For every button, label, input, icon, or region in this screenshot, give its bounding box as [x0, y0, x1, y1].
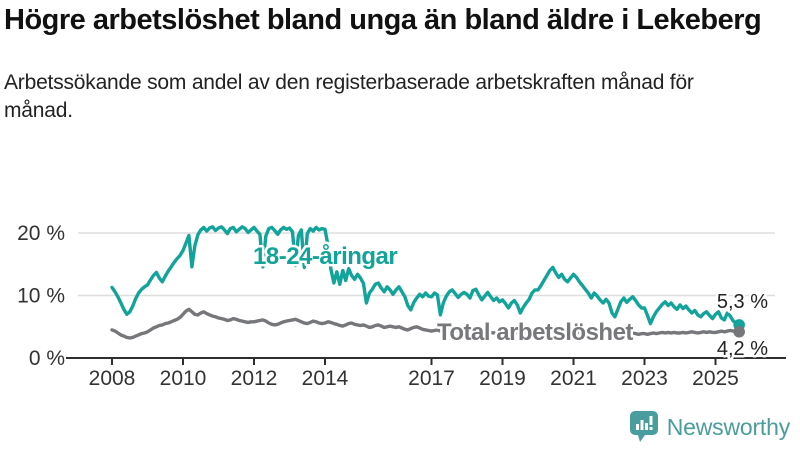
svg-text:4,2 %: 4,2 %: [717, 338, 768, 360]
svg-text:2021: 2021: [550, 367, 597, 390]
chart-subtitle: Arbetssökande som andel av den registerb…: [4, 71, 694, 123]
svg-text:2010: 2010: [160, 367, 207, 390]
svg-text:18-24-åringar: 18-24-åringar: [253, 243, 397, 270]
chart-title: Högre arbetslöshet bland unga än bland ä…: [4, 4, 762, 36]
svg-text:2019: 2019: [479, 367, 526, 390]
svg-text:2008: 2008: [89, 367, 136, 390]
bar-chart-speech-bubble-icon: [629, 411, 658, 442]
unemployment-line-chart-svg: 0 % 10 % 20 % 2008 2010 2012 2014 2017 2019 2021 2…: [17, 222, 786, 390]
svg-text:2025: 2025: [692, 367, 739, 390]
svg-text:2017: 2017: [408, 367, 455, 390]
line-chart: 0 % 10 % 20 % 2008 2010 2012 2014 2017 2019 2021 2…: [0, 200, 800, 400]
svg-text:10 %: 10 %: [17, 285, 65, 308]
svg-text:2014: 2014: [302, 367, 349, 390]
svg-text:5,3 %: 5,3 %: [717, 291, 768, 313]
svg-text:Total arbetslöshet: Total arbetslöshet: [437, 319, 633, 346]
newsworthy-logo-text: Newsworthy: [666, 414, 790, 440]
svg-text:20 %: 20 %: [17, 222, 65, 245]
newsworthy-logo[interactable]: Newsworthy: [629, 411, 790, 444]
svg-text:2012: 2012: [231, 367, 278, 390]
svg-text:0 %: 0 %: [29, 347, 65, 370]
svg-text:2023: 2023: [621, 367, 668, 390]
chart-header: Högre arbetslöshet bland unga än bland ä…: [0, 0, 800, 126]
